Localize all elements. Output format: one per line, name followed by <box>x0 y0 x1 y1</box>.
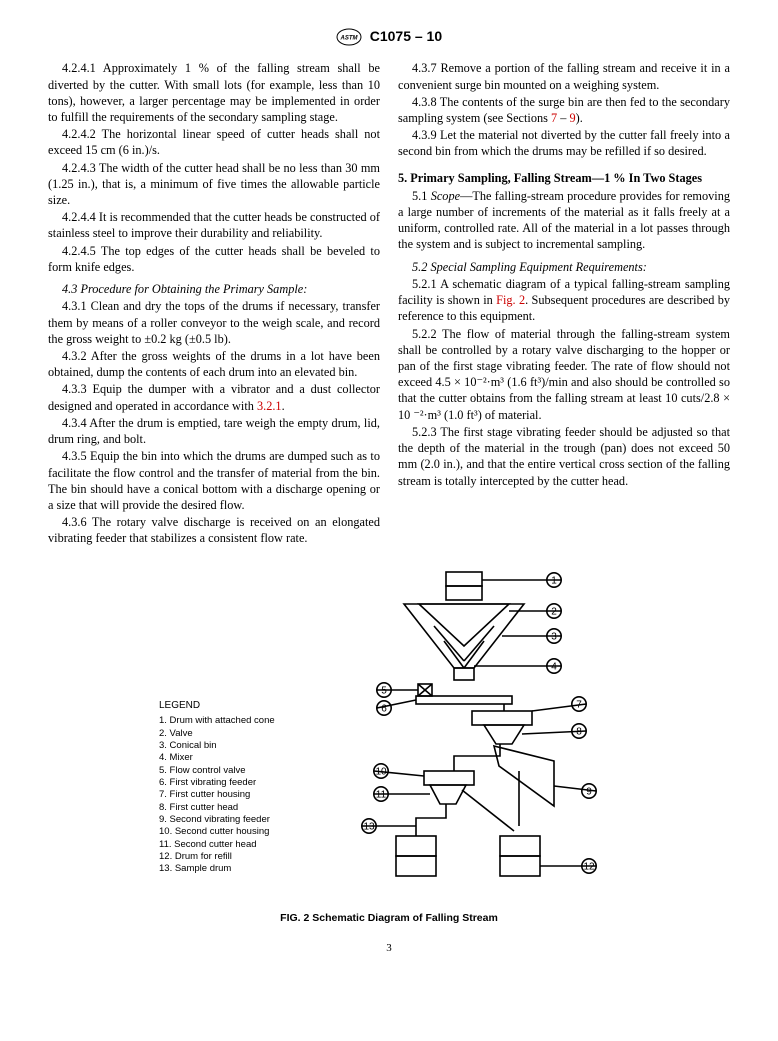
para-4-3-8: 4.3.8 The contents of the surge bin are … <box>398 94 730 126</box>
legend-item: 11. Second cutter head <box>159 839 319 851</box>
para-4-3-2: 4.3.2 After the gross weights of the dru… <box>48 348 380 380</box>
legend-item: 13. Sample drum <box>159 863 319 875</box>
legend-item: 4. Mixer <box>159 752 319 764</box>
svg-text:3: 3 <box>551 631 557 642</box>
svg-text:2: 2 <box>551 606 557 617</box>
svg-text:9: 9 <box>586 786 592 797</box>
link-fig-2[interactable]: Fig. 2 <box>496 293 525 307</box>
para-4-2-4-3: 4.2.4.3 The width of the cutter head sha… <box>48 160 380 209</box>
para-4-3-4: 4.3.4 After the drum is emptied, tare we… <box>48 415 380 447</box>
svg-text:8: 8 <box>576 726 582 737</box>
para-4-2-4-5: 4.2.4.5 The top edges of the cutter head… <box>48 243 380 275</box>
figure-2-caption: FIG. 2 Schematic Diagram of Falling Stre… <box>48 912 730 924</box>
para-4-3-8-mid: – <box>557 111 569 125</box>
para-4-3-8-b: ). <box>576 111 583 125</box>
legend-item: 9. Second vibrating feeder <box>159 814 319 826</box>
page-number: 3 <box>48 942 730 954</box>
legend-item: 6. First vibrating feeder <box>159 777 319 789</box>
para-4-2-4-4: 4.2.4.4 It is recommended that the cutte… <box>48 209 380 241</box>
heading-4-3: 4.3 Procedure for Obtaining the Primary … <box>48 281 380 297</box>
svg-text:5: 5 <box>381 685 387 696</box>
body-columns: 4.2.4.1 Approximately 1 % of the falling… <box>48 60 730 547</box>
para-4-3-3-b: . <box>282 399 285 413</box>
figure-2-block: LEGEND 1. Drum with attached cone 2. Val… <box>48 566 730 906</box>
para-5-2-2: 5.2.2 The flow of material through the f… <box>398 326 730 423</box>
legend-item: 10. Second cutter housing <box>159 826 319 838</box>
designation: C1075 – 10 <box>370 28 442 44</box>
figure-2-diagram: 12345678910111213 <box>329 566 619 906</box>
svg-text:4: 4 <box>551 661 557 672</box>
legend-item: 1. Drum with attached cone <box>159 715 319 727</box>
para-4-3-3-a: 4.3.3 Equip the dumper with a vibrator a… <box>48 382 380 412</box>
svg-text:7: 7 <box>576 699 582 710</box>
svg-text:12: 12 <box>583 861 595 872</box>
legend-item: 8. First cutter head <box>159 802 319 814</box>
legend-title: LEGEND <box>159 699 319 712</box>
para-5-1-scope: Scope <box>431 189 460 203</box>
para-4-3-3: 4.3.3 Equip the dumper with a vibrator a… <box>48 381 380 413</box>
legend-item: 7. First cutter housing <box>159 789 319 801</box>
para-4-2-4-2: 4.2.4.2 The horizontal linear speed of c… <box>48 126 380 158</box>
para-4-3-1: 4.3.1 Clean and dry the tops of the drum… <box>48 298 380 347</box>
figure-legend: LEGEND 1. Drum with attached cone 2. Val… <box>159 699 319 875</box>
para-4-2-4-1: 4.2.4.1 Approximately 1 % of the falling… <box>48 60 380 125</box>
section-5-title: 5. Primary Sampling, Falling Stream—1 % … <box>398 170 730 186</box>
svg-text:ASTM: ASTM <box>339 36 358 42</box>
page: ASTM C1075 – 10 4.2.4.1 Approximately 1 … <box>0 0 778 974</box>
heading-5-2: 5.2 Special Sampling Equipment Requireme… <box>398 259 730 275</box>
svg-text:1: 1 <box>551 575 557 586</box>
legend-item: 12. Drum for refill <box>159 851 319 863</box>
legend-item: 3. Conical bin <box>159 740 319 752</box>
svg-text:6: 6 <box>381 703 387 714</box>
para-5-1: 5.1 Scope—The falling-stream procedure p… <box>398 188 730 253</box>
svg-text:13: 13 <box>363 821 375 832</box>
para-5-2-1: 5.2.1 A schematic diagram of a typical f… <box>398 276 730 325</box>
svg-text:10: 10 <box>375 766 387 777</box>
para-5-2-3: 5.2.3 The first stage vibrating feeder s… <box>398 424 730 489</box>
legend-item: 2. Valve <box>159 728 319 740</box>
astm-logo: ASTM <box>336 28 362 46</box>
svg-text:11: 11 <box>376 789 387 800</box>
para-4-3-9: 4.3.9 Let the material not diverted by t… <box>398 127 730 159</box>
right-column: 4.3.7 Remove a portion of the falling st… <box>398 60 730 547</box>
para-4-3-7: 4.3.7 Remove a portion of the falling st… <box>398 60 730 92</box>
para-4-3-5: 4.3.5 Equip the bin into which the drums… <box>48 448 380 513</box>
left-column: 4.2.4.1 Approximately 1 % of the falling… <box>48 60 380 547</box>
para-4-3-6: 4.3.6 The rotary valve discharge is rece… <box>48 514 380 546</box>
link-3-2-1[interactable]: 3.2.1 <box>257 399 282 413</box>
standard-header: ASTM C1075 – 10 <box>48 28 730 46</box>
legend-item: 5. Flow control valve <box>159 765 319 777</box>
para-5-1-num: 5.1 <box>412 189 431 203</box>
